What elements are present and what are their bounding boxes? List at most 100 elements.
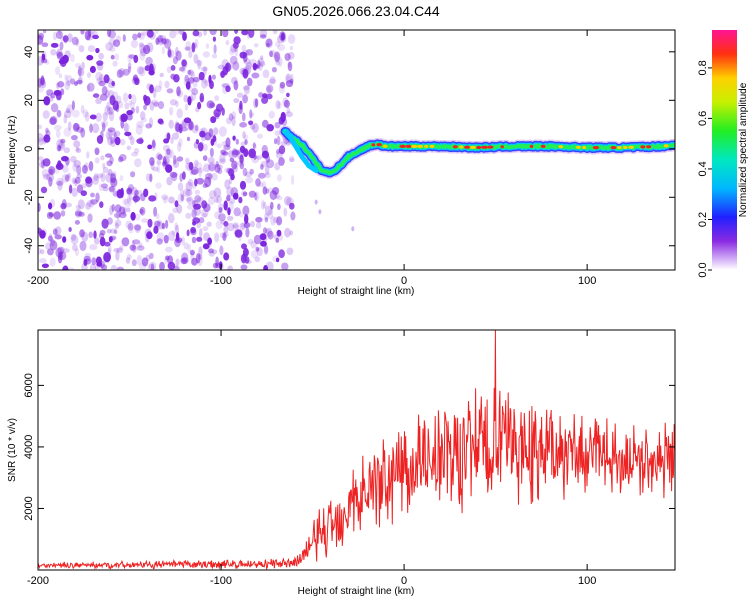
noise-blob bbox=[180, 126, 188, 132]
noise-blob bbox=[72, 122, 80, 132]
noise-blob bbox=[50, 103, 59, 113]
noise-blob bbox=[170, 137, 174, 145]
noise-blob bbox=[273, 50, 281, 60]
noise-blob bbox=[228, 150, 234, 158]
noise-blob bbox=[273, 234, 280, 240]
trace-hotspot bbox=[646, 145, 652, 149]
trace-hotspot bbox=[558, 145, 563, 149]
noise-blob bbox=[215, 160, 219, 168]
noise-blob bbox=[261, 150, 269, 159]
noise-blob bbox=[267, 230, 274, 240]
noise-blob bbox=[64, 174, 70, 182]
noise-blob bbox=[96, 60, 104, 66]
noise-blob bbox=[109, 95, 116, 106]
noise-blob bbox=[253, 43, 259, 48]
noise-blob bbox=[276, 195, 283, 201]
noise-blob bbox=[185, 189, 193, 196]
noise-blob bbox=[185, 81, 191, 90]
noise-blob bbox=[79, 229, 85, 238]
noise-blob bbox=[60, 202, 67, 210]
noise-blob bbox=[76, 126, 84, 133]
noise-blob bbox=[132, 195, 141, 202]
noise-blob bbox=[73, 140, 81, 148]
noise-blob bbox=[57, 251, 64, 261]
noise-blob bbox=[187, 96, 192, 106]
noise-blob bbox=[219, 232, 227, 239]
noise-blob bbox=[92, 175, 100, 185]
noise-blob bbox=[58, 142, 65, 152]
noise-blob bbox=[88, 161, 94, 172]
noise-blob bbox=[107, 127, 116, 133]
noise-blob bbox=[257, 172, 266, 179]
noise-blob bbox=[73, 123, 81, 131]
noise-blob bbox=[136, 138, 144, 145]
noise-blob bbox=[193, 203, 202, 210]
y-tick-label: 40 bbox=[23, 46, 35, 58]
noise-blob bbox=[268, 110, 275, 119]
noise-blob bbox=[183, 242, 189, 250]
noise-blob bbox=[277, 101, 282, 109]
trace-hotspot bbox=[663, 144, 669, 148]
noise-blob bbox=[220, 70, 225, 78]
noise-blob bbox=[263, 244, 269, 254]
noise-blob bbox=[278, 249, 285, 259]
noise-blob bbox=[286, 107, 291, 114]
noise-blob bbox=[122, 34, 126, 42]
noise-blob bbox=[242, 68, 249, 79]
noise-blob bbox=[52, 228, 58, 236]
noise-blob bbox=[192, 30, 200, 37]
noise-blob bbox=[83, 255, 91, 262]
noise-blob bbox=[195, 139, 200, 145]
noise-blob bbox=[99, 183, 103, 192]
noise-blob bbox=[210, 134, 217, 143]
noise-blob bbox=[106, 160, 113, 167]
noise-blob bbox=[125, 220, 132, 229]
noise-blob bbox=[199, 228, 203, 238]
noise-blob bbox=[53, 124, 62, 131]
noise-blob bbox=[197, 142, 204, 152]
noise-blob bbox=[126, 187, 132, 195]
noise-blob bbox=[136, 121, 144, 129]
noise-blob bbox=[101, 183, 108, 189]
noise-blob bbox=[159, 261, 165, 270]
noise-blob bbox=[47, 248, 54, 256]
noise-blob bbox=[254, 256, 261, 263]
noise-blob bbox=[99, 74, 104, 84]
noise-blob bbox=[128, 225, 134, 234]
noise-blob bbox=[207, 237, 213, 245]
noise-blob bbox=[241, 30, 249, 36]
noise-blob bbox=[41, 53, 46, 61]
noise-blob bbox=[194, 189, 200, 195]
noise-blob bbox=[221, 59, 229, 69]
noise-blob bbox=[197, 101, 202, 110]
noise-blob bbox=[125, 257, 131, 264]
noise-blob bbox=[229, 55, 238, 65]
noise-blob bbox=[62, 35, 69, 43]
noise-blob bbox=[126, 254, 132, 260]
noise-blob bbox=[114, 136, 121, 146]
noise-blob bbox=[47, 235, 53, 242]
noise-blob bbox=[182, 171, 186, 180]
noise-blob bbox=[76, 173, 82, 179]
noise-blob bbox=[254, 191, 260, 202]
noise-blob bbox=[208, 161, 216, 171]
noise-blob bbox=[96, 135, 104, 144]
noise-blob bbox=[244, 64, 252, 75]
noise-blob bbox=[176, 156, 184, 162]
noise-blob bbox=[101, 86, 108, 96]
noise-blob bbox=[242, 167, 248, 177]
noise-blob bbox=[140, 117, 147, 123]
noise-blob bbox=[126, 207, 131, 213]
noise-blob bbox=[131, 259, 137, 267]
noise-blob bbox=[43, 96, 51, 106]
noise-blob bbox=[172, 56, 178, 65]
noise-blob bbox=[138, 33, 145, 40]
noise-blob bbox=[42, 158, 51, 167]
noise-blob bbox=[71, 135, 78, 141]
noise-blob bbox=[266, 159, 275, 169]
noise-blob bbox=[253, 98, 258, 109]
noise-blob bbox=[38, 137, 44, 146]
noise-blob bbox=[146, 42, 154, 53]
noise-blob bbox=[38, 202, 41, 212]
noise-blob bbox=[122, 198, 130, 205]
